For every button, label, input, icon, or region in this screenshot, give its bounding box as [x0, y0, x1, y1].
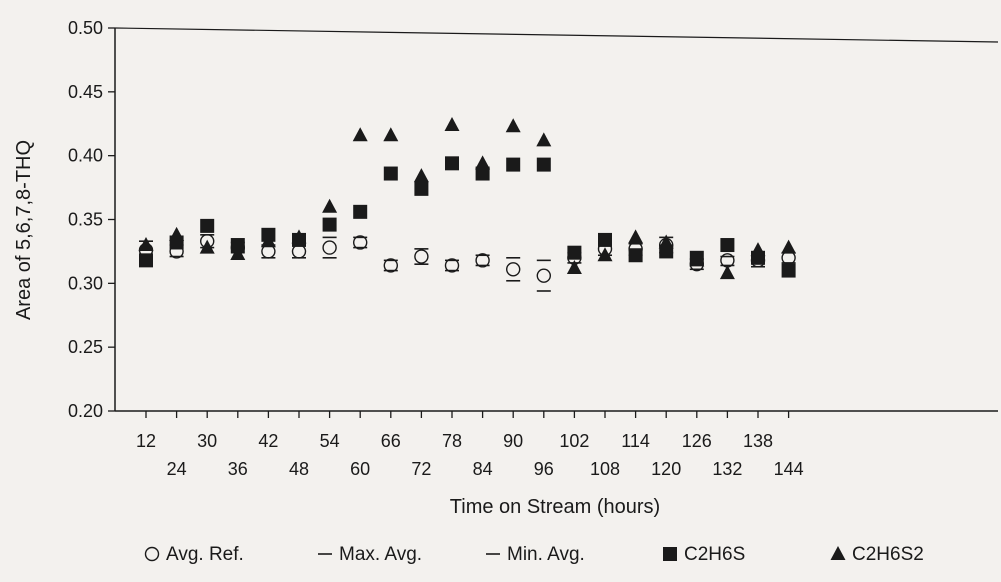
- axes: [114, 27, 999, 412]
- c2h6s2-point: [475, 155, 491, 170]
- avg-ref-point: [536, 268, 551, 283]
- avg-ref-point: [383, 258, 398, 273]
- c2h6s-point: [353, 204, 368, 219]
- c2h6s-point: [445, 156, 459, 171]
- x-tick-label: 84: [473, 459, 493, 479]
- c2h6s-point: [506, 157, 521, 172]
- c2h6s2-point: [199, 239, 215, 254]
- legend: Avg. Ref. Max. Avg. Min. Avg. C2H6S C2H6S2: [144, 544, 924, 565]
- y-tick-label: 0.50: [68, 18, 103, 38]
- c2h6s-point: [751, 250, 765, 265]
- c2h6s2-point: [781, 239, 797, 254]
- c2h6s2-point: [536, 132, 552, 147]
- x-axis-title: Time on Stream (hours): [450, 496, 660, 518]
- c2h6s2-point: [138, 237, 154, 252]
- c2h6s-point: [598, 232, 612, 247]
- y-tick-label: 0.40: [68, 146, 103, 166]
- y-tick-label: 0.20: [68, 401, 103, 421]
- c2h6s2-point: [566, 260, 582, 275]
- avg-ref-point: [353, 235, 368, 250]
- c2h6s2-point: [383, 127, 399, 142]
- x-tick-label: 120: [651, 459, 681, 479]
- c2h6s-point: [781, 263, 796, 278]
- legend-label: C2H6S: [684, 544, 745, 565]
- c2h6s-point: [261, 227, 276, 242]
- c2h6s2-point: [628, 229, 644, 244]
- legend-marker: [144, 546, 160, 562]
- c2h6s-point: [475, 166, 490, 181]
- x-tick-label: 48: [289, 459, 309, 479]
- x-tick-label: 36: [228, 459, 248, 479]
- x-tick-label: 90: [503, 431, 523, 451]
- x-tick-label: 72: [411, 459, 431, 479]
- x-tick-label: 114: [621, 431, 650, 451]
- c2h6s-point: [536, 157, 551, 172]
- x-tick-label: 66: [381, 431, 401, 451]
- y-tick-label: 0.45: [68, 82, 103, 102]
- x-tick-label: 108: [590, 459, 620, 479]
- y-axis-ticks: 0.20 0.25 0.30 0.35 0.40 0.45 0.50: [68, 18, 115, 421]
- avg-ref-point: [444, 258, 460, 273]
- c2h6s2-point: [505, 118, 521, 133]
- c2h6s2-point: [597, 247, 613, 262]
- c2h6s-point: [230, 238, 245, 253]
- c2h6s-point: [139, 253, 153, 268]
- c2h6s-point: [200, 218, 215, 233]
- avg-ref-point: [506, 262, 521, 277]
- x-tick-label: 60: [350, 459, 370, 479]
- c2h6s-point: [322, 217, 337, 232]
- legend-label: C2H6S2: [852, 544, 924, 565]
- y-axis-title: Area of 5,6,7,8-THQ: [13, 140, 35, 320]
- data-marks: [138, 117, 797, 292]
- x-tick-label: 12: [136, 431, 156, 451]
- x-tick-label: 78: [442, 431, 462, 451]
- y-tick-label: 0.25: [68, 337, 103, 357]
- legend-marker: [830, 546, 846, 560]
- c2h6s-point: [567, 245, 582, 260]
- x-tick-label: 132: [712, 459, 742, 479]
- c2h6s-point: [383, 166, 398, 181]
- c2h6s2-point: [352, 127, 368, 142]
- legend-label: Avg. Ref.: [166, 544, 244, 565]
- legend-label: Min. Avg.: [507, 544, 585, 565]
- x-tick-label: 96: [534, 459, 554, 479]
- x-axis-ticks: 12 24 30 36 42 48 54 60 66 72 78 84 90 96102108114120…: [136, 411, 804, 479]
- y-tick-label: 0.35: [68, 210, 103, 230]
- c2h6s-point: [720, 238, 735, 253]
- legend-marker: [663, 547, 677, 561]
- c2h6s2-point: [719, 265, 735, 280]
- avg-ref-point: [414, 249, 429, 264]
- c2h6s-point: [628, 248, 643, 263]
- avg-ref-point: [322, 240, 337, 255]
- c2h6s2-point: [444, 117, 460, 132]
- x-tick-label: 126: [682, 431, 712, 451]
- c2h6s2-point: [322, 198, 338, 213]
- c2h6s-point: [169, 235, 184, 250]
- x-tick-label: 24: [167, 459, 187, 479]
- c2h6s-point: [659, 244, 674, 259]
- y-tick-label: 0.30: [68, 273, 103, 293]
- x-tick-label: 42: [258, 431, 278, 451]
- c2h6s-point: [414, 181, 429, 196]
- x-tick-label: 54: [320, 431, 340, 451]
- c2h6s2-point: [230, 245, 246, 260]
- c2h6s2-point: [413, 168, 429, 183]
- c2h6s-point: [292, 232, 306, 247]
- avg-ref-point: [475, 253, 490, 268]
- c2h6s-point: [689, 250, 704, 265]
- x-tick-label: 138: [743, 431, 773, 451]
- x-tick-label: 102: [559, 431, 589, 451]
- legend-label: Max. Avg.: [339, 544, 422, 565]
- x-tick-label: 144: [774, 459, 804, 479]
- plot-top-border: [114, 27, 999, 43]
- x-tick-label: 30: [197, 431, 217, 451]
